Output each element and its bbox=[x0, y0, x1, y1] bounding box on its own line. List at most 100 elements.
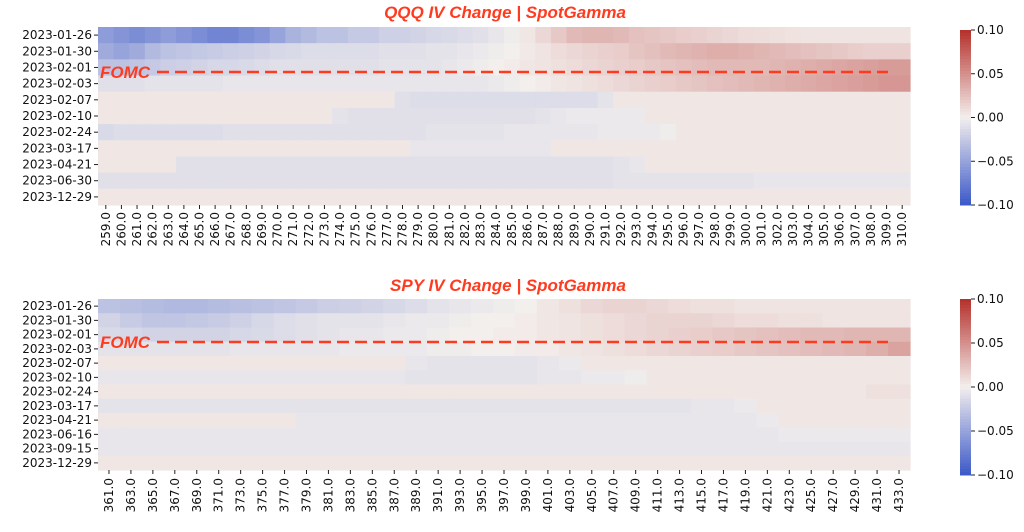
heatmap-cell bbox=[301, 91, 318, 109]
heatmap-cell bbox=[800, 455, 823, 471]
heatmap-cells bbox=[98, 27, 911, 206]
heatmap-cell bbox=[113, 156, 130, 174]
heatmap-cell bbox=[207, 172, 224, 190]
heatmap-cell bbox=[519, 59, 536, 77]
colorbar-segment bbox=[960, 47, 971, 51]
heatmap-cell bbox=[493, 341, 516, 357]
heatmap-cell bbox=[441, 107, 458, 125]
colorbar-segment bbox=[960, 102, 971, 107]
heatmap-cell bbox=[449, 341, 472, 357]
colorbar-segment bbox=[960, 158, 971, 162]
heatmap-cell bbox=[191, 140, 208, 158]
fomc-label: FOMC bbox=[100, 333, 151, 352]
heatmap-cell bbox=[504, 124, 521, 141]
heatmap-cell bbox=[644, 140, 661, 158]
heatmap-cell bbox=[734, 313, 757, 329]
heatmap-cell bbox=[646, 427, 670, 443]
heatmap-cell bbox=[471, 427, 494, 443]
heatmap-cell bbox=[894, 188, 911, 206]
x-tick-label: 310.0 bbox=[895, 212, 909, 246]
colorbar-segment bbox=[960, 428, 971, 432]
x-tick-label: 302.0 bbox=[770, 212, 784, 246]
heatmap-cell bbox=[207, 384, 231, 400]
heatmap-cell bbox=[753, 107, 771, 125]
heatmap-cell bbox=[668, 441, 692, 457]
heatmap-cell bbox=[285, 43, 302, 60]
heatmap-cell bbox=[441, 43, 458, 60]
heatmap-cell bbox=[425, 140, 443, 158]
colorbar-segment bbox=[960, 454, 971, 458]
colorbar-segment bbox=[960, 97, 971, 101]
heatmap-cell bbox=[229, 398, 253, 414]
heatmap-cell bbox=[229, 356, 253, 371]
heatmap-cell bbox=[580, 427, 604, 443]
heatmap-cell bbox=[269, 107, 286, 125]
heatmap-cell bbox=[254, 172, 271, 190]
heatmap-cell bbox=[831, 59, 849, 77]
heatmap-cell bbox=[441, 124, 458, 141]
heatmap-cell bbox=[602, 370, 626, 386]
heatmap-cell bbox=[738, 107, 755, 125]
heatmap-cell bbox=[624, 341, 648, 357]
heatmap-cell bbox=[207, 299, 231, 314]
heatmap-cell bbox=[98, 156, 115, 174]
colorbar-segment bbox=[960, 381, 971, 385]
heatmap-cell bbox=[273, 341, 297, 357]
heatmap-cell bbox=[866, 455, 889, 471]
heatmap-cell bbox=[163, 370, 187, 386]
heatmap-cell bbox=[383, 413, 406, 428]
heatmap-cell bbox=[580, 370, 604, 386]
heatmap-cell bbox=[644, 156, 661, 174]
heatmap-cell bbox=[316, 156, 333, 174]
heatmap-cell bbox=[363, 156, 380, 174]
colorbar-tick-label: −0.05 bbox=[977, 424, 1014, 438]
heatmap-cell bbox=[332, 91, 349, 109]
heatmap-cell bbox=[831, 140, 849, 158]
heatmap-cell bbox=[163, 299, 187, 314]
heatmap-cell bbox=[831, 124, 849, 141]
heatmap-cell bbox=[778, 441, 801, 457]
heatmap-cell bbox=[379, 140, 396, 158]
heatmap-cell bbox=[363, 172, 380, 190]
heatmap-cell bbox=[98, 188, 115, 206]
heatmap-cell bbox=[295, 370, 319, 386]
heatmap-cell bbox=[119, 341, 143, 357]
heatmap-cell bbox=[427, 427, 450, 443]
heatmap-cell bbox=[816, 91, 833, 109]
heatmap-cell bbox=[690, 356, 714, 371]
heatmap-cell bbox=[229, 370, 253, 386]
heatmap-cell bbox=[141, 313, 165, 329]
heatmap-cell bbox=[613, 43, 630, 60]
colorbar-segment bbox=[960, 184, 971, 188]
heatmap-cell bbox=[597, 43, 614, 60]
heatmap-cell bbox=[176, 75, 193, 93]
heatmap-cell bbox=[251, 370, 275, 386]
heatmap-cell bbox=[613, 59, 630, 77]
heatmap-cell bbox=[394, 188, 411, 206]
heatmap-cell bbox=[229, 327, 253, 343]
heatmap-cell bbox=[753, 43, 771, 60]
colorbar-segment bbox=[960, 132, 971, 136]
heatmap-cell bbox=[734, 398, 757, 414]
heatmap-cell bbox=[238, 59, 255, 77]
heatmap-cell bbox=[582, 188, 599, 206]
heatmap-cell bbox=[536, 398, 560, 414]
heatmap-cell bbox=[301, 140, 318, 158]
heatmap-cell bbox=[394, 172, 411, 190]
colorbar-segment bbox=[960, 164, 971, 168]
heatmap-cell bbox=[98, 384, 121, 400]
heatmap-cell bbox=[535, 59, 552, 77]
heatmap-cell bbox=[800, 313, 823, 329]
heatmap-cell bbox=[822, 455, 845, 471]
heatmap-cell bbox=[251, 327, 275, 343]
colorbar-tick-label: 0.05 bbox=[977, 67, 1004, 81]
heatmap-cell bbox=[449, 398, 472, 414]
x-tick-label: 419.0 bbox=[738, 478, 752, 512]
heatmap-cell bbox=[160, 27, 177, 44]
qqq-heatmap-panel: QQQ IV Change | SpotGamma 2023-01-262023… bbox=[22, 3, 1014, 246]
colorbar-segment bbox=[960, 328, 971, 332]
heatmap-cell bbox=[800, 75, 817, 93]
heatmap-cell bbox=[347, 75, 365, 93]
colorbar-segment bbox=[960, 62, 971, 66]
colorbar-segment bbox=[960, 378, 971, 382]
